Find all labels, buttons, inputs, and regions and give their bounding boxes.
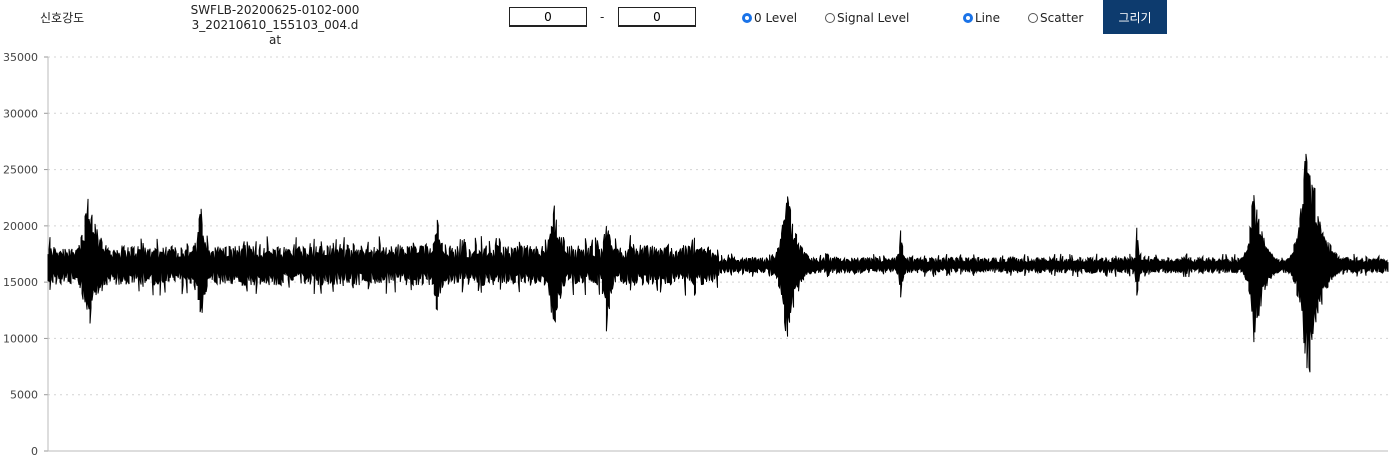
- draw-button[interactable]: 그리기: [1103, 0, 1167, 34]
- radio-checked-icon: [742, 13, 752, 23]
- y-tick-label: 15000: [3, 276, 38, 289]
- range-end-input[interactable]: [618, 7, 696, 27]
- radio-checked-icon: [963, 13, 973, 23]
- chart-grid: [48, 56, 1388, 452]
- signal-level-radio[interactable]: Signal Level: [825, 11, 909, 25]
- chart-series: [47, 153, 1389, 373]
- radio-unchecked-icon: [825, 13, 835, 23]
- line-mode-label: Line: [975, 11, 1001, 25]
- toolbar: 신호강도 SWFLB-20200625-0102-0003_20210610_1…: [0, 0, 1391, 47]
- y-tick-label: 20000: [3, 220, 38, 233]
- radio-unchecked-icon: [1028, 13, 1038, 23]
- y-tick-label: 0: [31, 445, 38, 458]
- y-tick-label: 5000: [10, 389, 38, 402]
- y-tick-label: 25000: [3, 164, 38, 177]
- zero-level-radio[interactable]: 0 Level: [742, 11, 797, 25]
- scatter-mode-label: Scatter: [1040, 11, 1084, 25]
- signal-strength-label: 신호강도: [40, 11, 85, 25]
- scatter-mode-radio[interactable]: Scatter: [1028, 11, 1083, 25]
- range-start-input[interactable]: [509, 7, 587, 27]
- range-separator: -: [600, 10, 605, 24]
- y-tick-label: 10000: [3, 332, 38, 345]
- signal-line: [47, 153, 1389, 373]
- y-axis: 0 5000 10000 15000 20000 25000 30000 35000: [3, 51, 1388, 458]
- zero-level-label: 0 Level: [754, 11, 798, 25]
- y-tick-label: 35000: [3, 51, 38, 64]
- signal-chart: 0 5000 10000 15000 20000 25000 30000 35000: [3, 51, 1389, 458]
- file-name-label: SWFLB-20200625-0102-0003_20210610_155103…: [190, 3, 360, 47]
- y-tick-label: 30000: [3, 107, 38, 120]
- line-mode-radio[interactable]: Line: [963, 11, 1000, 25]
- signal-level-label: Signal Level: [837, 11, 910, 25]
